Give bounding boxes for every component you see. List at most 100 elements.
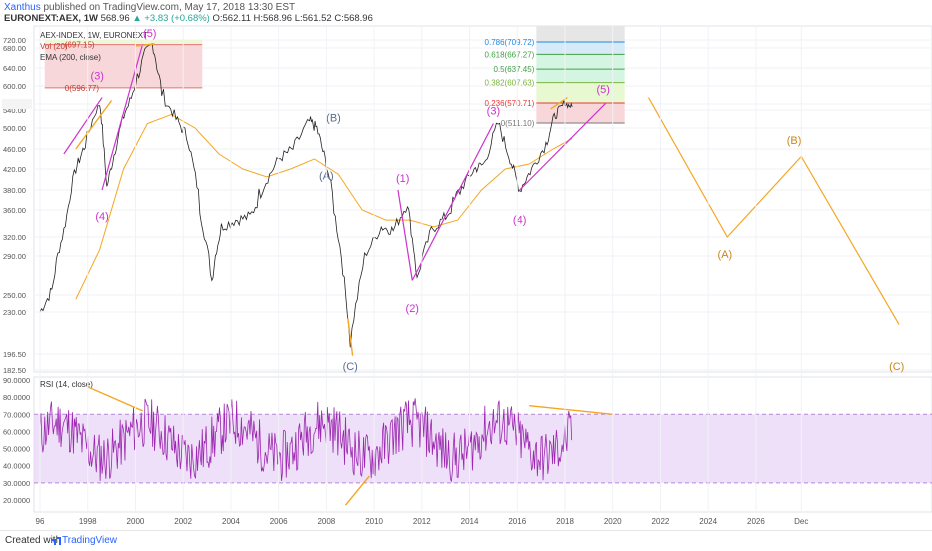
symbol-label: EURONEXT:AEX, 1W [4,13,98,24]
x-tick-label: 2010 [365,517,383,526]
y-tick-label: 320.00 [3,233,26,242]
rsi-trend-line [87,386,143,412]
wave-label: (5) [143,28,156,40]
fib-right-label: 0.236(570.71) [485,99,535,108]
wave-label: (3) [91,70,104,82]
wave-line-orange [135,43,155,47]
y-tick-label: 360.00 [3,206,26,215]
rsi-line [39,398,573,482]
y-tick-label: 540.00 [3,106,26,115]
y-tick-label: 460.00 [3,145,26,154]
x-tick-label: 2024 [699,517,717,526]
fib-left-label: (697.15) [65,41,95,50]
created-with-text: Created with [5,535,62,546]
author-name[interactable]: Xanthus [4,2,41,13]
x-tick-label: 2014 [461,517,479,526]
tradingview-logo-icon [52,537,61,545]
last-price: 568.96 [100,13,130,24]
wave-line-purple [63,97,103,155]
rsi-y-tick-label: 70.0000 [3,410,30,419]
x-tick-label: 2016 [508,517,526,526]
wave-line-purple [519,102,606,191]
x-tick-label: 1998 [79,517,97,526]
y-tick-label: 500.00 [3,124,26,133]
wave-label: (5) [596,84,609,96]
wave-label: (B) [326,112,341,124]
rsi-y-tick-label: 50.0000 [3,445,30,454]
fib-left-zone [44,44,203,88]
chart-header: Xanthus published on TradingView.com, Ma… [4,2,373,24]
y-tick-label: 250.00 [3,291,26,300]
rsi-y-tick-label: 90.0000 [3,376,30,385]
wave-label: (1) [396,173,409,185]
fib-right-zone [536,82,625,103]
x-tick-label: 2026 [747,517,765,526]
ohlc-values: O:562.11 H:568.96 L:561.52 C:568.96 [212,13,373,24]
wave-line-orange [347,318,354,356]
rsi-y-tick-label: 40.0000 [3,462,30,471]
y-tick-label: 380.00 [3,186,26,195]
fib-right-zone [536,42,625,55]
fib-right-zone [536,102,625,124]
x-tick-label: 2012 [413,517,431,526]
rsi-pane: 90.0000 80.0000 70.0000 60.0000 50.0000 40.00… [3,376,932,513]
y-tick-label: 600.00 [3,82,26,91]
legend-entry: Vol (20) [40,42,68,51]
fib-right-zone [536,54,625,70]
tradingview-link[interactable]: TradingView [62,535,118,546]
wave-label: (4) [513,215,526,227]
fib-left-label: 0(596.77) [65,84,100,93]
fib-right-label: 0.618(667.27) [485,50,535,59]
y-tick-label: 230.00 [3,308,26,317]
rsi-trend-line [529,405,613,415]
rsi-legend: RSI (14, close) [40,380,93,389]
fib-left-top-zone [44,40,203,45]
last-price-tag [2,99,32,109]
wave-line-purple [411,123,494,281]
x-tick-label: 2022 [652,517,670,526]
rsi-band [34,414,932,483]
rsi-y-tick-label: 80.0000 [3,393,30,402]
y-tick-label: 290.00 [3,252,26,261]
price-change: ▲ +3.83 (+0.68%) [132,13,210,24]
y-tick-label: 640.00 [3,64,26,73]
wave-label: (A) [718,249,733,261]
fib-right-zone [536,69,625,83]
wave-line-purple [397,189,413,281]
x-axis: 96 1998 2000 2002 2004 2006 2008 2010 2012 2014 20… [36,26,808,526]
fib-right-top-zone [536,26,625,43]
y-tick-label: 680.00 [3,44,26,53]
rsi-y-tick-label: 20.0000 [3,496,30,505]
y-tick-label: 420.00 [3,165,26,174]
fib-right-label: 0.5(637.45) [493,65,534,74]
x-tick-label: Dec [794,517,808,526]
x-tick-label: 2008 [317,517,335,526]
wave-label: (4) [95,211,108,223]
x-tick-label: 2004 [222,517,240,526]
wave-label: (C) [889,361,904,373]
y-tick-label: 196.50 [3,350,26,359]
fib-right-label: 0.786(709.72) [485,38,535,47]
wave-label: (C) [343,361,358,373]
wave-label: (B) [787,135,802,147]
footer: Created with TradingView [0,530,932,551]
projection-line [648,97,900,325]
rsi-trend-line [344,475,370,506]
rsi-y-tick-label: 60.0000 [3,427,30,436]
x-tick-label: 2002 [174,517,192,526]
y-tick-label: 182.50 [3,366,26,375]
rsi-y-tick-label: 30.0000 [3,479,30,488]
published-text: published on TradingView.com, May 17, 20… [43,2,296,13]
fib-right-label: 0.382(607.63) [485,79,535,88]
legend-entry: AEX-INDEX, 1W, EURONEXT [40,31,148,40]
legend-entry: EMA (200, close) [40,53,101,62]
wave-label: (2) [406,303,419,315]
x-tick-label: 2000 [127,517,145,526]
x-tick-label: 2006 [270,517,288,526]
x-tick-label: 2018 [556,517,574,526]
x-tick-label: 96 [36,517,45,526]
main-pane: 720.00680.00640.00600.00568.96540.00500.… [2,25,932,375]
wave-line-orange [75,100,113,150]
y-tick-label: 720.00 [3,36,26,45]
